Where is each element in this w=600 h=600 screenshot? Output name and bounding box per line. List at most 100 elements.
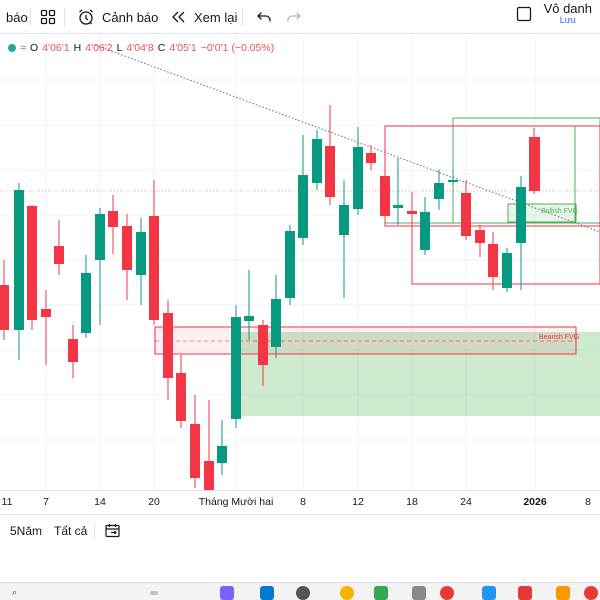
candle[interactable] (325, 105, 335, 205)
bullish-fvg-label: Bullish FVG (541, 208, 578, 215)
candle[interactable] (231, 305, 241, 428)
candle[interactable] (529, 128, 540, 194)
candle[interactable] (434, 170, 444, 210)
candle[interactable] (285, 225, 295, 305)
candle[interactable] (420, 197, 430, 255)
toolbar-separator (30, 8, 31, 26)
range-bar: 5Năm Tất cả (0, 514, 600, 546)
candle[interactable] (81, 255, 91, 338)
candle[interactable] (14, 183, 24, 360)
calendar-range-icon[interactable] (104, 522, 122, 543)
time-tick: 7 (43, 496, 49, 508)
square-checkbox-icon[interactable] (514, 4, 534, 24)
candle[interactable] (393, 158, 403, 225)
taskbar-app-icon[interactable] (440, 586, 454, 600)
candle[interactable] (163, 300, 173, 400)
wave-icon: ≈ (20, 42, 27, 54)
low-key: L (116, 42, 123, 54)
open-key: O (30, 42, 39, 54)
time-tick: 18 (406, 496, 418, 508)
candle[interactable] (176, 355, 186, 428)
taskbar-app-icon[interactable] (412, 586, 426, 600)
os-taskbar: ⌕ (0, 582, 600, 600)
bearish-fvg-label: Bearish FVG (539, 334, 579, 341)
candle[interactable] (461, 180, 471, 240)
candle[interactable] (298, 135, 308, 245)
user-text: Vô danh Lưu (543, 1, 592, 26)
taskbar-app-icon[interactable] (340, 586, 354, 600)
candle[interactable] (122, 214, 132, 300)
candle[interactable] (380, 160, 390, 220)
bullish-fill-zone[interactable] (240, 332, 600, 416)
candle[interactable] (204, 400, 214, 490)
candle[interactable] (502, 248, 512, 292)
alert-label: Cảnh báo (102, 9, 159, 25)
low-value: 4'04'8 (126, 42, 154, 54)
candle[interactable] (27, 205, 37, 330)
toolbar-separator (64, 8, 65, 26)
candle[interactable] (475, 225, 485, 257)
candle[interactable] (54, 220, 64, 275)
range-5y-button[interactable]: 5Năm (10, 524, 43, 538)
taskbar-app-icon[interactable] (220, 586, 234, 600)
trendline[interactable] (94, 44, 600, 233)
chart-canvas[interactable]: Bearish FVG Bullish FVG (0, 35, 600, 490)
candle[interactable] (271, 275, 281, 358)
toolbar-fragment-text: báo (6, 9, 28, 25)
alert-button[interactable]: Cảnh báo (76, 0, 158, 34)
symbol-status-dot (8, 44, 16, 52)
range-all-button[interactable]: Tất cả (54, 524, 88, 538)
taskbar-app-icon[interactable] (374, 586, 388, 600)
time-axis[interactable]: 11 7 14 20 Tháng Mười hai 8 12 18 24 202… (0, 490, 600, 512)
candle[interactable] (448, 170, 458, 185)
time-tick: 8 (585, 496, 591, 508)
taskbar-app-icon[interactable] (150, 591, 158, 595)
layout-grid-icon (38, 7, 58, 27)
candles (0, 105, 540, 490)
taskbar-app-icon[interactable] (556, 586, 570, 600)
time-tick-year: 2026 (523, 496, 547, 508)
candle[interactable] (108, 195, 118, 254)
candle[interactable] (190, 395, 200, 488)
close-key: C (157, 42, 166, 54)
layout-button[interactable] (38, 0, 58, 34)
undo-button[interactable] (254, 0, 274, 34)
toolbar-separator (242, 8, 243, 26)
candle[interactable] (0, 260, 9, 340)
candle[interactable] (488, 232, 498, 290)
time-tick: 12 (352, 496, 364, 508)
taskbar-app-icon[interactable] (518, 586, 532, 600)
candle[interactable] (68, 325, 78, 378)
taskbar-app-icon[interactable] (584, 586, 598, 600)
candle[interactable] (258, 320, 268, 386)
replay-button[interactable]: Xem lại (168, 0, 237, 34)
candle[interactable] (353, 127, 363, 215)
search-icon[interactable]: ⌕ (12, 587, 18, 597)
time-tick: 20 (148, 496, 160, 508)
candle[interactable] (312, 130, 322, 190)
candle[interactable] (95, 208, 105, 325)
time-tick: 24 (460, 496, 472, 508)
taskbar-app-icon[interactable] (482, 586, 496, 600)
replay-icon (168, 7, 188, 27)
candle[interactable] (516, 176, 526, 290)
candle[interactable] (217, 420, 227, 475)
price-chart[interactable]: Bearish FVG Bullish FVG (0, 35, 600, 490)
taskbar-app-icon[interactable] (260, 586, 274, 600)
candle[interactable] (244, 270, 254, 340)
user-menu[interactable]: Vô danh Lưu (514, 1, 592, 26)
taskbar-app-icon[interactable] (296, 586, 310, 600)
candle[interactable] (41, 290, 51, 365)
candle[interactable] (366, 145, 376, 170)
toolbar-fragment-label[interactable]: báo (6, 0, 28, 34)
time-tick: 14 (94, 496, 106, 508)
change-value: −0'0'1 (−0.05%) (200, 42, 275, 54)
redo-button[interactable] (284, 0, 304, 34)
candle[interactable] (149, 180, 159, 325)
candle[interactable] (407, 192, 417, 252)
user-name: Vô danh (543, 1, 592, 16)
candle[interactable] (136, 218, 146, 305)
redo-icon (284, 7, 304, 27)
candle[interactable] (339, 180, 349, 298)
close-value: 4'05'1 (169, 42, 197, 54)
